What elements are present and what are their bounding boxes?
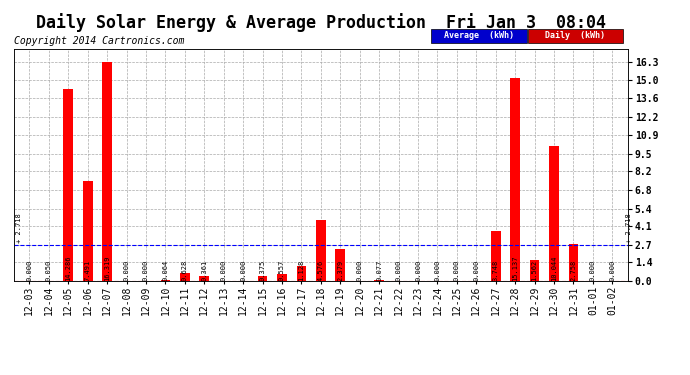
Text: 14.286: 14.286 [66,255,71,281]
Bar [161,280,170,281]
Text: 0.000: 0.000 [590,260,596,281]
Text: Copyright 2014 Cartronics.com: Copyright 2014 Cartronics.com [14,36,184,46]
FancyBboxPatch shape [431,29,526,43]
Bar [199,276,209,281]
Bar [316,220,326,281]
Text: 2.379: 2.379 [337,260,344,281]
Text: 0.077: 0.077 [376,260,382,281]
Text: 0.000: 0.000 [221,260,227,281]
Text: 0.000: 0.000 [454,260,460,281]
Text: 1.562: 1.562 [531,260,538,281]
Bar [569,244,578,281]
Text: Average  (kWh): Average (kWh) [444,32,514,40]
Bar [374,280,384,281]
Text: 0.375: 0.375 [259,260,266,281]
Text: 0.050: 0.050 [46,260,52,281]
Text: 0.000: 0.000 [357,260,363,281]
Text: 0.000: 0.000 [26,260,32,281]
Bar [180,273,190,281]
Bar [63,89,73,281]
Bar [102,62,112,281]
Text: + 2.718: + 2.718 [626,213,632,243]
Text: 0.361: 0.361 [201,260,207,281]
Bar [530,260,540,281]
Bar [549,146,559,281]
Text: 2.758: 2.758 [571,260,576,281]
Bar [511,78,520,281]
Bar [44,280,54,281]
Text: 0.557: 0.557 [279,260,285,281]
Bar [335,249,345,281]
Text: + 2.718: + 2.718 [16,213,22,243]
Bar [257,276,268,281]
Text: 3.748: 3.748 [493,260,499,281]
Text: 15.137: 15.137 [512,255,518,281]
Text: 4.576: 4.576 [318,260,324,281]
Text: 0.000: 0.000 [395,260,402,281]
Text: 0.000: 0.000 [435,260,440,281]
Text: 7.491: 7.491 [85,260,90,281]
Text: 0.000: 0.000 [473,260,480,281]
FancyBboxPatch shape [528,29,623,43]
Bar [491,231,501,281]
Text: 0.000: 0.000 [609,260,615,281]
Bar [297,266,306,281]
Text: 0.064: 0.064 [162,260,168,281]
Bar [277,274,287,281]
Text: Daily Solar Energy & Average Production  Fri Jan 3  08:04: Daily Solar Energy & Average Production … [36,13,606,32]
Text: 1.128: 1.128 [298,260,304,281]
Text: 0.000: 0.000 [415,260,421,281]
Bar [83,181,92,281]
Text: 0.000: 0.000 [143,260,149,281]
Text: Daily  (kWh): Daily (kWh) [545,32,605,40]
Text: 0.000: 0.000 [124,260,130,281]
Text: 16.319: 16.319 [104,255,110,281]
Text: 0.628: 0.628 [182,260,188,281]
Text: 0.000: 0.000 [240,260,246,281]
Text: 10.044: 10.044 [551,255,557,281]
